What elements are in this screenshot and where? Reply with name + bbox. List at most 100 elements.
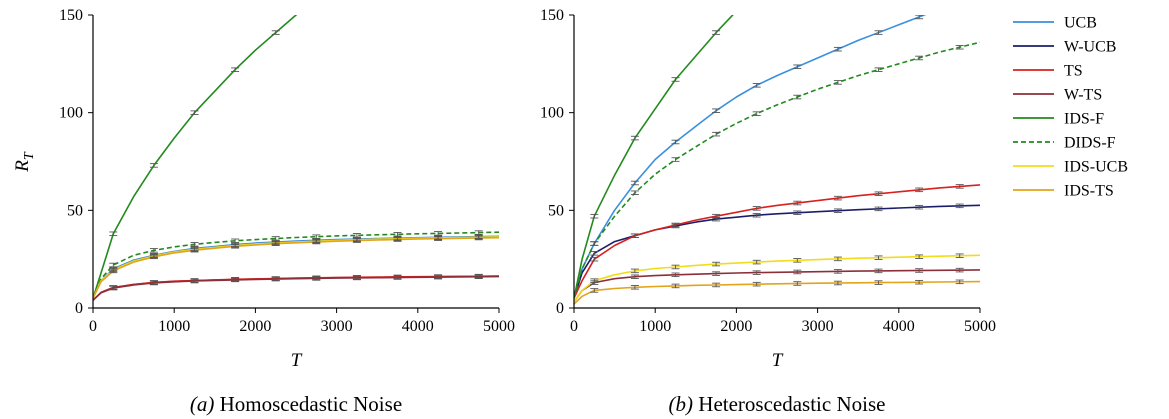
panel-a-errorbar [190,242,199,247]
panel-a-errorbar [271,236,280,241]
panel-b-errorbar [874,206,883,212]
panel-b-plot-area [574,15,980,305]
panel-b-errorbar [833,195,842,201]
panel-b-errorbar [955,44,964,50]
panel-b-errorbar [793,64,802,70]
panel-b-axes: 0 1000 2000 3000 4000 5000 0 50 100 150 [540,7,996,335]
panel-a-y-tick-label: 150 [59,7,83,24]
panel-b-errorbar [874,255,883,260]
panel-a-x-tick-label: 1000 [158,318,190,335]
panel-b-errorbar [793,94,802,100]
panel-b-x-tick-label: 2000 [720,318,752,335]
panel-b-errorbar [712,213,721,219]
panel-b-errorbar [955,184,964,189]
panel-a-errorbar [190,110,199,115]
panel-a-errorbar [109,262,118,268]
panel-a-errorbar [393,275,402,280]
panel-a-plot-area [93,15,499,301]
panel-b-errorbar [793,210,802,216]
panel-b-errorbar [712,108,721,113]
panel-a-errorbar [231,67,240,72]
panel-b-errorbar [833,256,842,262]
panel-b-errorbar [590,213,599,219]
panel-a-homoscedastic: 0 1000 2000 3000 4000 5000 0 50 100 150 RT T (a) … [12,7,515,416]
panel-b-series-ids-ts [574,280,980,305]
panel-a-errorbar [231,277,240,283]
panel-b-errorbar [874,191,883,196]
panel-a-errorbar [434,274,443,280]
panel-a-errorbar [109,268,118,274]
panel-b-errorbar [630,135,639,141]
panel-a-errorbar [352,233,361,238]
panel-b-errorbar [915,204,924,210]
legend-item-ucb: UCB [1013,15,1097,32]
panel-a-series-w-ts [93,275,499,301]
panel-a-series-ucb [93,235,499,299]
panel-a-errorbar [149,163,158,168]
panel-b-x-tick-label: 1000 [639,318,671,335]
panel-b-errorbar [671,272,680,278]
panel-b-errorbar [712,261,721,267]
panel-b-errorbar [712,271,721,276]
legend-label: IDS-F [1064,111,1104,128]
panel-a-errorbar [474,274,483,279]
legend-label: IDS-UCB [1064,159,1128,176]
panel-b-series-ucb [574,15,927,299]
panel-b-errorbar [793,281,802,286]
panel-b-caption: (b) Heteroscedastic Noise [669,392,886,416]
panel-b-errorbar [793,269,802,275]
legend-item-w-ts: W-TS [1013,87,1102,104]
panel-b-y-tick-label: 150 [540,7,564,24]
panel-b-errorbar [752,206,761,211]
panel-b-errorbar [915,254,924,259]
panel-b-errorbar [793,258,802,263]
panel-b-errorbar [915,268,924,273]
legend-label: TS [1064,63,1083,80]
panel-b-errorbar [671,139,680,145]
panel-a-x-tick-label: 5000 [483,318,515,335]
panel-a-x-tick-label: 4000 [402,318,434,335]
panel-b-errorbar [590,251,599,256]
panel-a-errorbar [474,235,483,241]
panel-b-x-axis-label: T [772,350,784,371]
panel-b-errorbar [955,279,964,285]
panel-a-errorbar [190,278,199,284]
panel-b-errorbar [671,264,680,270]
panel-b-errorbar [752,212,761,218]
panel-a-errorbar [271,30,280,35]
panel-b-errorbar [590,241,599,246]
panel-a-x-tick-label: 3000 [321,318,353,335]
panel-b-errorbar [915,279,924,285]
panel-a-series-ids-ts [93,236,499,299]
panel-a-errorbar [312,239,321,245]
panel-a-errorbar [271,276,280,282]
panel-a-y-tick-label: 100 [59,105,83,122]
panel-b-errorbar [833,46,842,52]
panel-a-errorbar [312,234,321,239]
panel-b-errorbar [752,111,761,116]
panel-b-errorbar [630,233,639,238]
panel-b-y-tick-label: 100 [540,105,564,122]
panel-a-errorbar [149,280,158,286]
panel-a-y-tick-label: 50 [67,202,83,219]
panel-b-errorbar [955,267,964,273]
panel-b-y-tick-label: 50 [548,202,564,219]
panel-b-errorbar [752,259,761,265]
panel-b-errorbar [590,256,599,262]
panel-a-errorbar [312,276,321,281]
panel-b-errorbar [955,253,964,258]
panel-a-errorbar [474,230,483,235]
panel-b-errorbar [874,280,883,285]
legend: UCB W-UCB TS W-TS IDS-F DIDS-F IDS-UCB IDS-TS [1013,15,1128,200]
panel-a-errorbar [231,244,240,249]
panel-b-errorbar [630,180,639,186]
panel-b-errorbar [793,200,802,206]
panel-b-x-tick-label: 5000 [964,318,996,335]
panel-a-series-w-ucb [93,275,499,301]
panel-b-errorbar [590,288,599,293]
panel-a-series-ts [93,275,499,301]
panel-a-errorbar [352,238,361,243]
panel-a-x-axis-label: T [291,350,303,371]
panel-b-errorbar [752,281,761,287]
